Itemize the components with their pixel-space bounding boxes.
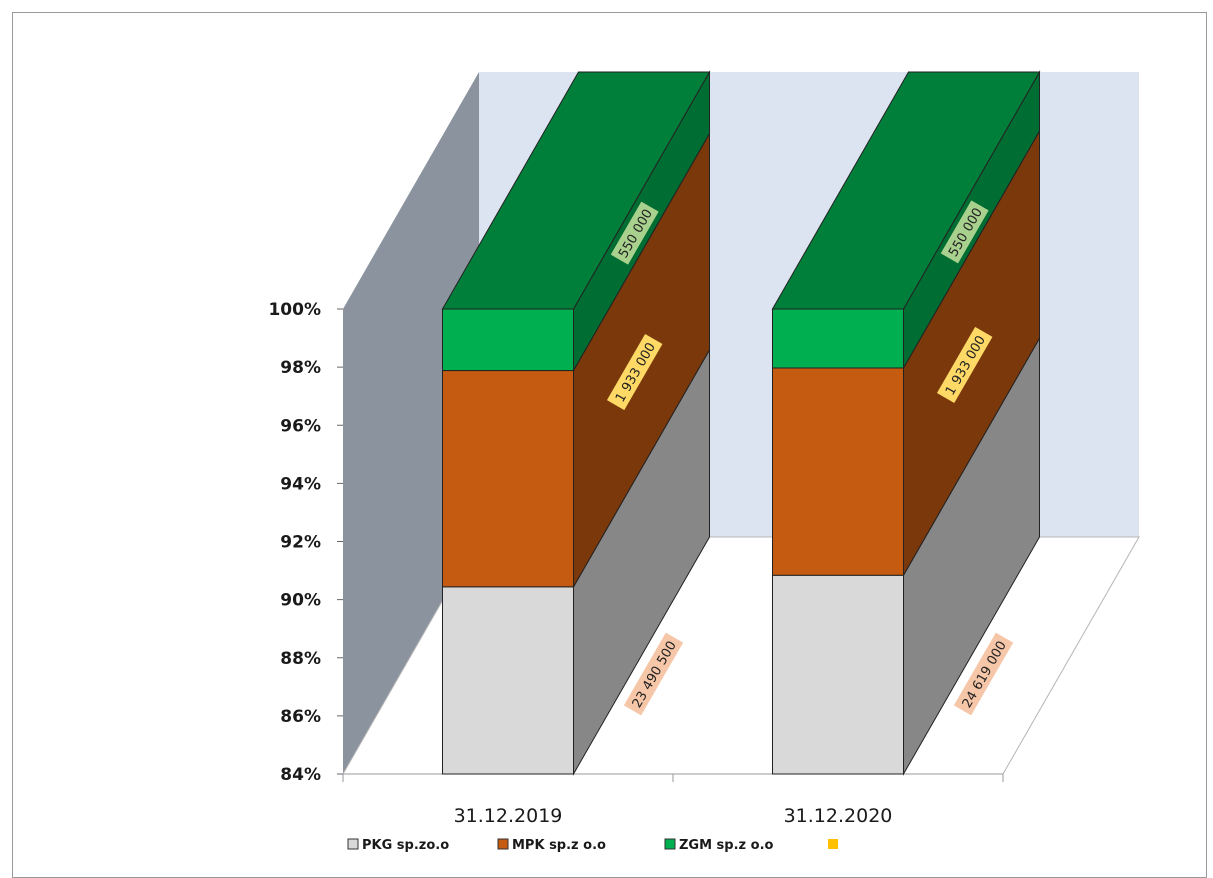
legend: PKG sp.zo.o MPK sp.z o.o ZGM sp.z o.o [347, 838, 838, 853]
y-tick-label: 94% [280, 474, 321, 494]
legend-swatch [828, 839, 838, 849]
legend-item [828, 839, 838, 849]
y-tick-label: 88% [280, 649, 321, 669]
bar-top [441, 71, 711, 310]
side-wall [343, 72, 479, 774]
bar-top [771, 71, 1041, 310]
data-label-bg [953, 632, 1014, 716]
legend-swatch [664, 838, 676, 850]
data-label-bg [606, 333, 663, 411]
bar-segment [442, 370, 574, 588]
bar-segment [772, 574, 904, 775]
x-category-label: 31.12.2020 [784, 805, 893, 827]
legend-label: MPK sp.z o.o [512, 838, 606, 853]
y-tick-label: 86% [280, 707, 321, 727]
legend-label: ZGM sp.z o.o [679, 838, 774, 853]
legend-item: PKG sp.zo.o [347, 838, 449, 853]
bar-segment [772, 367, 904, 576]
data-label-bg [936, 326, 993, 404]
y-tick-label: 84% [280, 765, 321, 785]
y-tick-label: 100% [268, 300, 321, 320]
legend-label: PKG sp.zo.o [362, 838, 449, 853]
y-tick-label: 90% [280, 591, 321, 611]
y-tick-label: 92% [280, 533, 321, 553]
data-label-bg [623, 632, 684, 716]
y-tick-label: 98% [280, 358, 321, 378]
legend-item: MPK sp.z o.o [497, 838, 606, 853]
legend-item: ZGM sp.z o.o [664, 838, 774, 853]
data-label-bg [940, 200, 989, 264]
data-label-bg [610, 201, 659, 265]
bar-segment [442, 308, 574, 372]
legend-swatch [497, 838, 509, 850]
bar-segment [772, 308, 904, 369]
y-tick-label: 96% [280, 416, 321, 436]
x-category-label: 31.12.2019 [454, 805, 563, 827]
legend-swatch [347, 838, 359, 850]
bar-segment [442, 586, 574, 775]
